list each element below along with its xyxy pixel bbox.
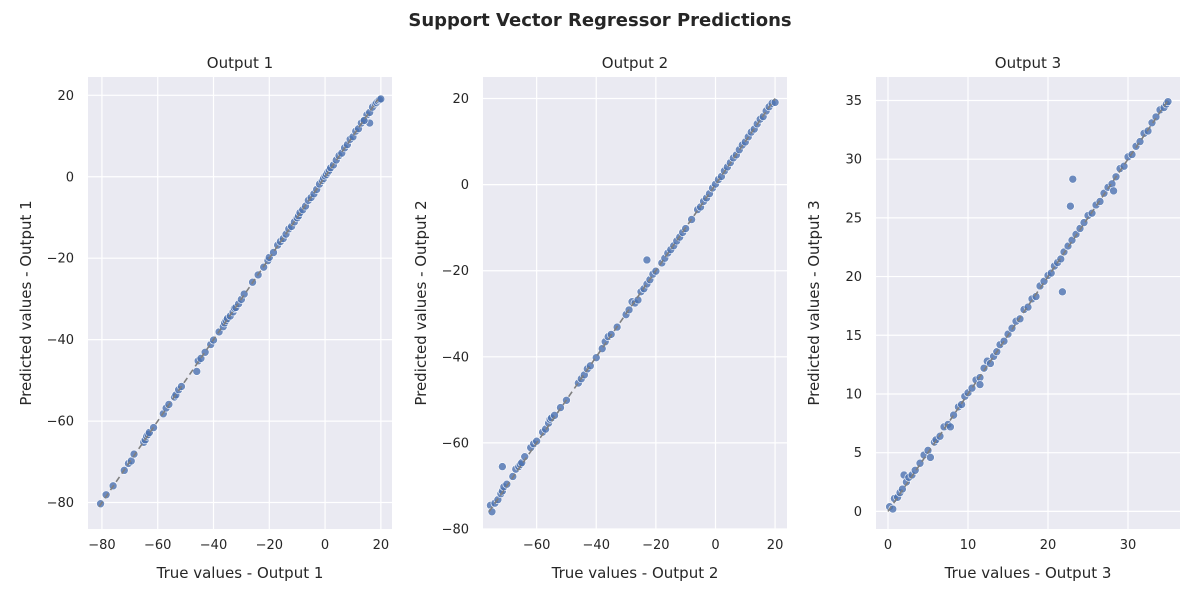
- scatter-point: [957, 400, 966, 409]
- scatter-point: [770, 98, 780, 107]
- y-tick-label: −20: [47, 252, 74, 267]
- x-tick-label: 0: [321, 538, 329, 553]
- y-tick-label: −80: [47, 496, 74, 511]
- x-tick-label: −60: [523, 538, 550, 553]
- subplot-3: 0 10 20 30 0 5 10 15 20 25 30 35 Output 3 True values…: [805, 54, 1180, 582]
- y-tick-label: 0: [461, 178, 469, 193]
- y-tick-label: 20: [452, 92, 469, 107]
- x-axis-label: True values - Output 1: [156, 564, 324, 582]
- y-tick-label: 20: [845, 270, 862, 285]
- subplots: −80 −60 −40 −20 0 20 −80 −60 −40 −20 0 20 Output 1 Tr…: [17, 54, 1180, 582]
- x-tick-label: −20: [256, 538, 283, 553]
- y-tick-label: −60: [47, 415, 74, 430]
- scatter-point: [532, 436, 541, 446]
- scatter-point: [556, 403, 565, 412]
- y-tick-label: −40: [442, 350, 469, 365]
- x-tick-label: 10: [960, 538, 977, 553]
- y-tick-label: 15: [845, 329, 862, 344]
- y-tick-label: 5: [854, 446, 862, 461]
- y-axis-label: Predicted values - Output 2: [412, 200, 430, 405]
- scatter-point: [101, 490, 111, 500]
- x-tick-label: −20: [642, 538, 669, 553]
- x-tick-label: 20: [767, 538, 784, 553]
- scatter-point: [376, 94, 386, 104]
- subplot-1: −80 −60 −40 −20 0 20 −80 −60 −40 −20 0 20 Output 1 Tr…: [17, 54, 392, 582]
- x-tick-label: 20: [1040, 538, 1057, 553]
- scatter-point: [986, 359, 995, 368]
- x-tick-label: −80: [88, 538, 115, 553]
- figure-title: Support Vector Regressor Predictions: [408, 10, 791, 31]
- scatter-point: [926, 453, 935, 462]
- scatter-point: [975, 380, 985, 389]
- x-tick-label: −60: [144, 538, 171, 553]
- reference-line: [98, 98, 379, 508]
- x-tick-label: 0: [884, 538, 892, 553]
- reference-line: [887, 100, 1169, 512]
- subplot-title: Output 3: [995, 54, 1061, 72]
- subplot-2: −60 −40 −20 0 20 −80 −60 −40 −20 0 20 Output 2 True …: [412, 54, 787, 582]
- y-tick-label: 25: [845, 211, 862, 226]
- scatter-point: [1068, 174, 1078, 184]
- y-tick-label: −40: [47, 333, 74, 348]
- y-tick-label: −80: [442, 523, 469, 538]
- scatter-point: [642, 255, 652, 265]
- scatter-point: [1151, 112, 1161, 122]
- scatter-point: [1109, 186, 1118, 196]
- scatter-point: [192, 367, 202, 376]
- scatter-point: [898, 484, 907, 494]
- x-tick-label: 0: [711, 538, 719, 553]
- scatter-point: [1046, 268, 1056, 278]
- y-tick-label: 0: [854, 505, 862, 520]
- y-tick-label: 20: [57, 89, 74, 104]
- y-tick-label: 0: [66, 170, 74, 185]
- scatter-point: [1031, 292, 1041, 301]
- scatter-point: [550, 411, 559, 420]
- subplot-title: Output 1: [207, 54, 273, 72]
- subplot-title: Output 2: [602, 54, 668, 72]
- y-tick-label: −60: [442, 436, 469, 451]
- reference-line: [488, 98, 776, 513]
- scatter-point: [498, 462, 507, 471]
- x-axis-label: True values - Output 2: [551, 564, 719, 582]
- y-axis-label: Predicted values - Output 3: [805, 200, 823, 405]
- x-tick-label: −40: [200, 538, 227, 553]
- y-tick-label: 10: [845, 387, 862, 402]
- scatter-point: [1058, 287, 1067, 297]
- y-axis-label: Predicted values - Output 1: [17, 200, 35, 405]
- scatter-point: [1066, 201, 1075, 211]
- x-tick-label: 20: [373, 538, 390, 553]
- y-tick-label: −20: [442, 264, 469, 279]
- y-tick-label: 35: [845, 94, 862, 109]
- y-tick-label: 30: [845, 153, 862, 168]
- x-axis-label: True values - Output 3: [944, 564, 1112, 582]
- x-tick-label: −40: [583, 538, 610, 553]
- x-tick-label: 30: [1120, 538, 1137, 553]
